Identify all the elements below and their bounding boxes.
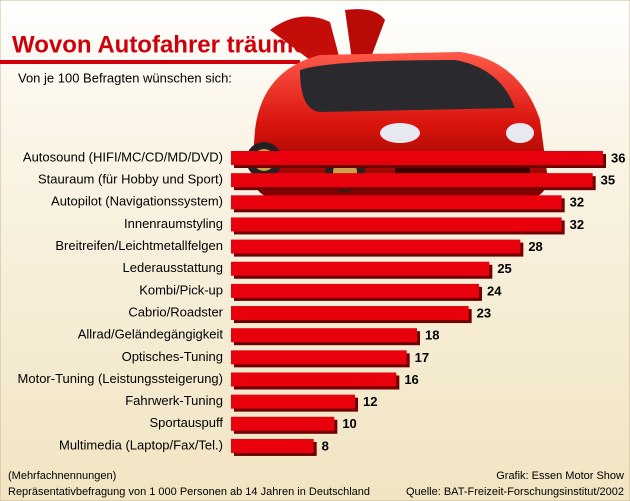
value-label: 18 (425, 328, 439, 343)
bar (231, 151, 603, 165)
category-label: Stauraum (für Hobby und Sport) (38, 172, 223, 187)
bar (231, 217, 562, 232)
category-label: Fahrwerk-Tuning (125, 393, 223, 408)
value-label: 28 (528, 239, 542, 254)
category-label: Innenraumstyling (124, 216, 223, 231)
bar (231, 239, 521, 254)
category-label: Breitreifen/Leichtmetallfelgen (55, 238, 223, 253)
category-label: Kombi/Pick-up (139, 282, 223, 297)
note: Repräsentativbefragung von 1 000 Persone… (8, 486, 370, 498)
value-label: 24 (487, 283, 502, 298)
value-label: 25 (497, 261, 511, 276)
bar (231, 372, 397, 387)
value-label: 17 (415, 350, 429, 365)
category-label: Multimedia (Laptop/Fax/Tel.) (59, 437, 223, 452)
title-rule (0, 60, 300, 64)
value-label: 12 (363, 394, 377, 409)
category-label: Optisches-Tuning (122, 349, 223, 364)
value-label: 32 (570, 217, 584, 232)
bar (231, 438, 314, 453)
bar (231, 416, 335, 431)
bar (231, 394, 355, 409)
bar (231, 195, 562, 210)
category-label: Autosound (HIFI/MC/CD/MD/DVD) (23, 149, 223, 164)
category-label: Lederausstattung (123, 260, 223, 275)
category-label: Autopilot (Navigationssystem) (51, 194, 223, 209)
bar (231, 261, 490, 276)
bar (231, 173, 593, 188)
bar (231, 350, 407, 365)
bar (231, 328, 417, 343)
value-label: 36 (611, 150, 625, 165)
value-label: 10 (342, 416, 356, 431)
category-label: Allrad/Geländegängigkeit (78, 327, 224, 342)
bar (231, 283, 479, 298)
category-label: Motor-Tuning (Leistungssteigerung) (18, 371, 223, 386)
value-label: 35 (601, 173, 615, 188)
chart-subtitle: Von je 100 Befragten wünschen sich: (18, 70, 232, 85)
bar (231, 306, 469, 321)
value-label: 32 (570, 195, 584, 210)
category-label: Sportauspuff (150, 415, 224, 430)
credit: Grafik: Essen Motor Show (496, 470, 624, 482)
note: (Mehrfachnennungen) (8, 470, 116, 482)
credit: Quelle: BAT-Freizeit-Forschungsinstitut/… (406, 486, 624, 498)
category-label: Cabrio/Roadster (128, 304, 223, 319)
chart-title: Wovon Autofahrer träumen (12, 31, 321, 58)
value-label: 23 (477, 305, 491, 320)
value-label: 16 (404, 372, 418, 387)
value-label: 8 (322, 438, 329, 453)
